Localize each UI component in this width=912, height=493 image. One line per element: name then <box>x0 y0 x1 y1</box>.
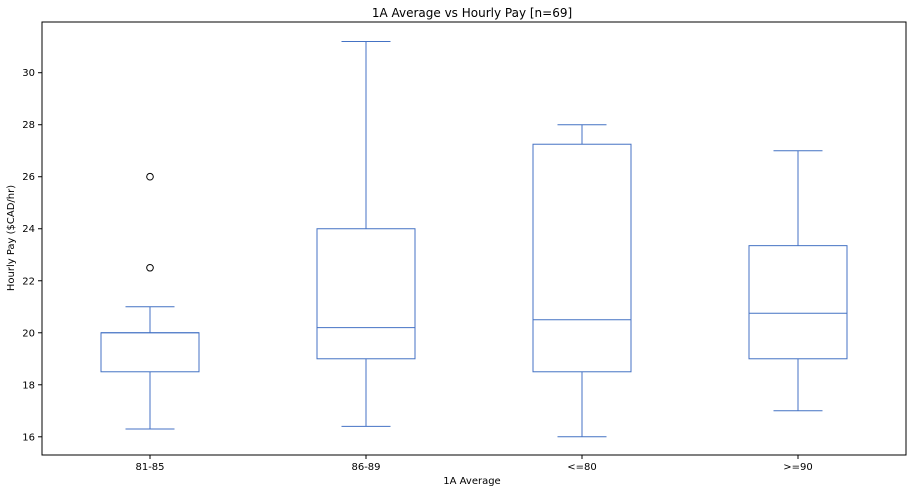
x-tick-label: >=90 <box>783 462 812 473</box>
x-axis-label: 1A Average <box>443 476 500 487</box>
box-81-85 <box>100 172 200 430</box>
y-tick-label: 24 <box>22 224 35 235</box>
plot-area <box>41 21 907 456</box>
outlier-point <box>146 172 154 181</box>
outlier-point <box>146 263 154 272</box>
y-axis-label: Hourly Pay ($CAD/hr) <box>6 185 17 291</box>
box->=90 <box>748 150 848 412</box>
y-tick-label: 26 <box>22 172 35 183</box>
iqr-box <box>316 228 416 360</box>
y-tick-label: 18 <box>22 380 35 391</box>
y-axis: 16 18 20 22 24 26 28 30 <box>22 68 42 443</box>
y-tick-label: 20 <box>22 328 35 339</box>
x-tick-label: 86-89 <box>351 462 380 473</box>
iqr-box <box>748 245 848 360</box>
box-<=80 <box>532 124 632 438</box>
boxes-group <box>100 41 848 438</box>
x-tick-label: <=80 <box>567 462 596 473</box>
y-tick-label: 16 <box>22 432 35 443</box>
chart-title: 1A Average vs Hourly Pay [n=69] <box>372 6 572 20</box>
y-tick-label: 22 <box>22 276 35 287</box>
x-tick-label: 81-85 <box>135 462 164 473</box>
y-tick-label: 30 <box>22 68 35 79</box>
box-86-89 <box>316 41 416 427</box>
x-axis: 81-85 86-89 <=80 >=90 <box>135 455 813 473</box>
iqr-box <box>100 332 200 373</box>
y-tick-label: 28 <box>22 120 35 131</box>
iqr-box <box>532 143 632 373</box>
